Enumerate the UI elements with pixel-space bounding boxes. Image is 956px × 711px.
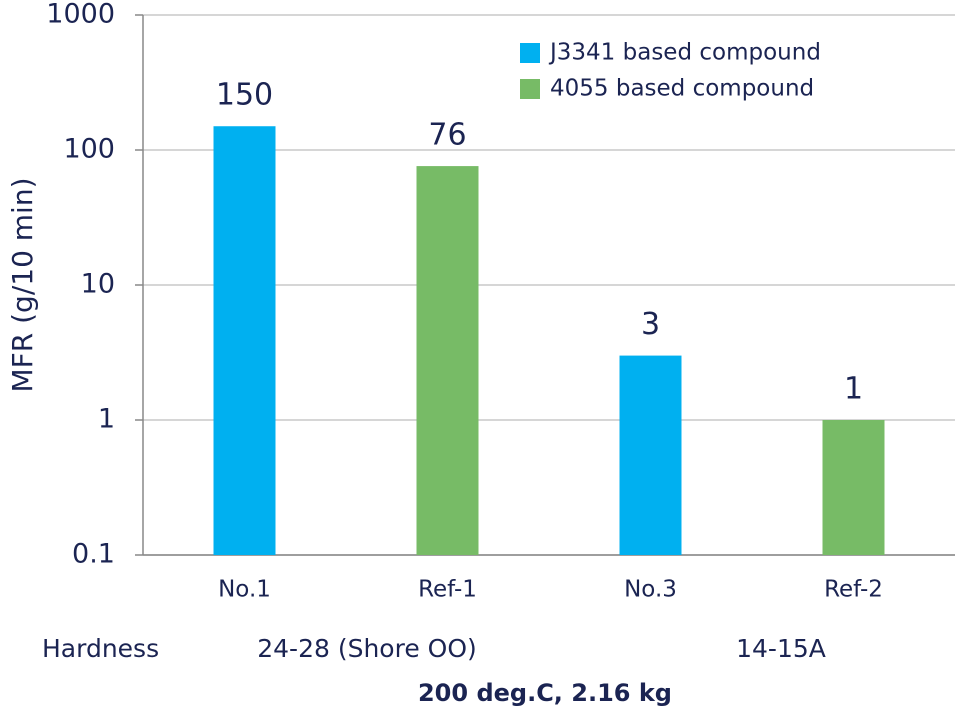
bar <box>416 166 479 556</box>
hardness-label: Hardness <box>42 634 159 663</box>
legend-label: 4055 based compound <box>550 76 814 102</box>
hardness-group: 14-15A <box>736 634 826 663</box>
bar <box>619 355 682 555</box>
y-tick-label: 10 <box>81 269 115 300</box>
x-tick-label: Ref-1 <box>418 577 477 603</box>
data-label: 3 <box>641 307 660 342</box>
data-label: 150 <box>216 78 273 113</box>
x-tick-label: Ref-2 <box>824 577 883 603</box>
bar <box>213 126 276 556</box>
x-tick-label: No.1 <box>218 577 271 603</box>
hardness-group: 24-28 (Shore OO) <box>257 634 477 663</box>
y-tick-label: 1000 <box>46 0 115 30</box>
legend-label: J3341 based compound <box>548 40 821 66</box>
data-label: 76 <box>428 118 466 153</box>
bar <box>822 420 885 555</box>
x-tick-label: No.3 <box>624 577 677 603</box>
y-tick-label: 0.1 <box>72 539 115 570</box>
test-condition: 200 deg.C, 2.16 kg <box>418 679 672 707</box>
legend-swatch <box>520 79 540 99</box>
y-axis-label: MFR (g/10 min) <box>6 177 39 392</box>
data-label: 1 <box>844 372 863 407</box>
y-tick-label: 1 <box>98 404 115 435</box>
legend-swatch <box>520 43 540 63</box>
y-tick-label: 100 <box>63 134 115 165</box>
